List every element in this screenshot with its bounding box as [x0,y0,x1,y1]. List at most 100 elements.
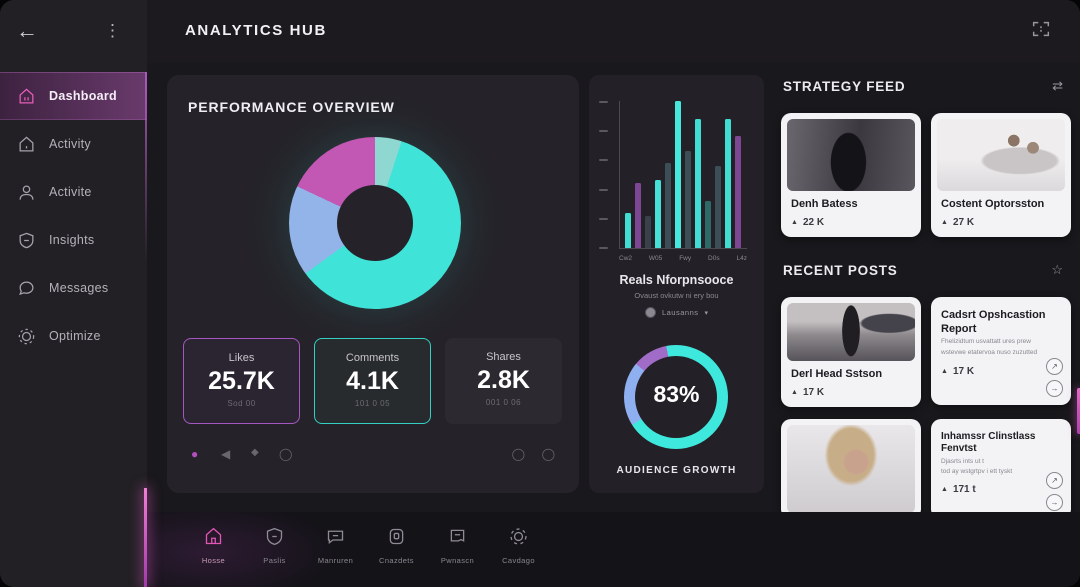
glow-accent-right [1077,388,1080,434]
arrow-up-right-icon[interactable]: ↗ [1046,357,1063,375]
bottom-nav-label: Pwnascn [440,556,475,565]
page-title: ANALYTICS HUB [185,22,327,39]
sidebar-item-messages[interactable]: Messages [0,264,147,312]
stat-card-shares[interactable]: Shares 2.8K 001 0 06 [445,338,562,424]
bar [635,183,641,248]
bar [705,200,711,248]
card-title: Derl Head Sstson [791,367,883,380]
triangle-up-icon: ▲ [791,388,798,396]
home-icon [205,527,222,545]
card-title: Inhamssr Clinstlass Fenvtst [941,430,1036,455]
user-icon [19,185,34,200]
sidebar-nav: Dashboard Activity Activite Insights [0,72,147,360]
sidebar-item-insights[interactable]: Insights [0,216,147,264]
stats-row: Likes 25.7K Sod 00 Comments 4.1K 101 0 0… [183,338,563,424]
home-icon [19,136,34,151]
gauge-value: 83% [653,381,700,407]
back-arrow-icon[interactable]: ← [16,18,38,43]
recent-posts-header: RECENT POSTS ☆ [775,259,1075,287]
card-action-buttons: ↗ → [1046,471,1063,511]
sidebar-item-label: Optimize [49,329,101,343]
carousel-dot[interactable]: ◯ [279,447,293,461]
bottom-nav-messages[interactable]: Manruren [305,526,366,565]
stat-label: Comments [345,352,400,364]
fullscreen-icon[interactable] [1030,18,1052,42]
bottom-nav-label: Cnazdets [379,556,414,565]
bottom-nav-personal[interactable]: Pwnascn [427,526,488,565]
gear-target-icon [18,328,35,344]
bottom-nav-label: Hosse [201,556,226,565]
gauge-ring [624,345,728,449]
recent-post-card[interactable] [781,418,921,512]
card-stat: ▲ 171 t [931,479,1071,504]
bar [665,162,671,248]
arrow-right-icon[interactable]: → [1046,379,1063,397]
recent-post-card[interactable]: Derl Head Sstson ▲ 17 K [781,296,921,407]
triangle-up-icon: ▲ [791,218,798,226]
card-stat: ▲ 17 K [931,361,1071,386]
sidebar: ← ⋮ Dashboard Activity Activite [0,0,147,587]
bar [675,101,681,248]
bar-chart-x-labels: Cw2 W05 Fwy D0s L4z [619,255,747,262]
shield-icon [19,232,34,248]
carousel-prev-icon[interactable]: ◀ [221,447,231,461]
card-action-buttons: ↗ → [1046,357,1063,397]
post-image [937,119,1065,191]
x-tick-label: L4z [736,255,747,262]
carousel-dot[interactable]: ◯ [511,447,525,461]
bottom-nav-home[interactable]: Hosse [183,526,244,565]
stat-sub: 101 0 05 [354,399,391,408]
shield-icon [266,527,283,546]
sidebar-item-optimize[interactable]: Optimize [0,312,147,360]
card-stat: ▲ 17 K [781,382,921,407]
post-image [787,119,915,191]
refresh-icon[interactable]: ⇄ [1052,78,1063,93]
chart-meta-dropdown[interactable]: Lausanns ▾ [589,307,764,318]
sidebar-item-label: Dashboard [49,89,117,103]
bottom-nav-settings[interactable]: Cavdago [488,526,549,565]
meta-label: Lausanns [661,308,699,317]
post-image [787,302,915,361]
card-text-line: wstevwe etatervoa nuso zuzutted [941,348,1038,356]
bottom-nav-label: Paslis [263,556,286,565]
sidebar-item-label: Insights [49,233,95,247]
sidebar-item-dashboard[interactable]: Dashboard [0,72,147,120]
performance-overview-card: PERFORMANCE OVERVIEW Likes 25.7K Sod 00 … [167,75,579,493]
rounded-square-icon [389,528,404,545]
carousel-dot[interactable]: ◆ [251,447,259,458]
bottom-nav-schedules[interactable]: Cnazdets [366,526,427,565]
kebab-menu-icon[interactable]: ⋮ [104,21,121,40]
arrow-right-icon[interactable]: → [1046,493,1063,511]
strategy-card[interactable]: Costent Optorsston ▲ 27 K [931,113,1071,237]
card-title: Cadsrt Opshcastion Report [941,308,1046,335]
stat-count: 17 K [952,366,975,378]
section-title: STRATEGY FEED [783,79,906,94]
arrow-up-right-icon[interactable]: ↗ [1046,471,1063,489]
donut-chart [289,137,461,309]
carousel-dot[interactable]: ◯ [541,447,555,461]
sidebar-item-activite[interactable]: Activite [0,168,147,216]
chart-subtitle: Ovaust ovkutw ni ery bou [634,291,719,300]
stat-value: 4.1K [346,367,399,395]
home-columns-icon [19,88,34,103]
bottom-nav-label: Cavdago [502,556,535,565]
section-title: PERFORMANCE OVERVIEW [188,99,395,115]
gear-target-icon [510,528,527,545]
card-text-line: Fhelizidtum usvattatt ures prew [941,338,1031,346]
strategy-card[interactable]: Denh Batess ▲ 22 K [781,113,921,237]
recent-post-card[interactable]: Inhamssr Clinstlass Fenvtst Djasrts ints… [931,418,1071,512]
sidebar-item-activity[interactable]: Activity [0,120,147,168]
stat-value: 2.8K [477,366,530,394]
bottom-nav-profile[interactable]: Paslis [244,526,305,565]
stat-card-likes[interactable]: Likes 25.7K Sod 00 [183,338,300,424]
carousel-dot-active[interactable]: ● [191,447,199,461]
recent-post-card[interactable]: Cadsrt Opshcastion Report Fhelizidtum us… [931,296,1071,405]
star-icon[interactable]: ☆ [1051,261,1063,277]
post-image [787,424,915,512]
sidebar-header: ← ⋮ [0,14,147,48]
bottom-nav: Hosse Paslis Manruren Cnazdets P [183,526,549,565]
stat-card-comments[interactable]: Comments 4.1K 101 0 05 [314,338,431,424]
bar-chart-bars [620,101,747,248]
x-tick-label: W05 [648,255,663,262]
triangle-up-icon: ▲ [941,218,948,226]
